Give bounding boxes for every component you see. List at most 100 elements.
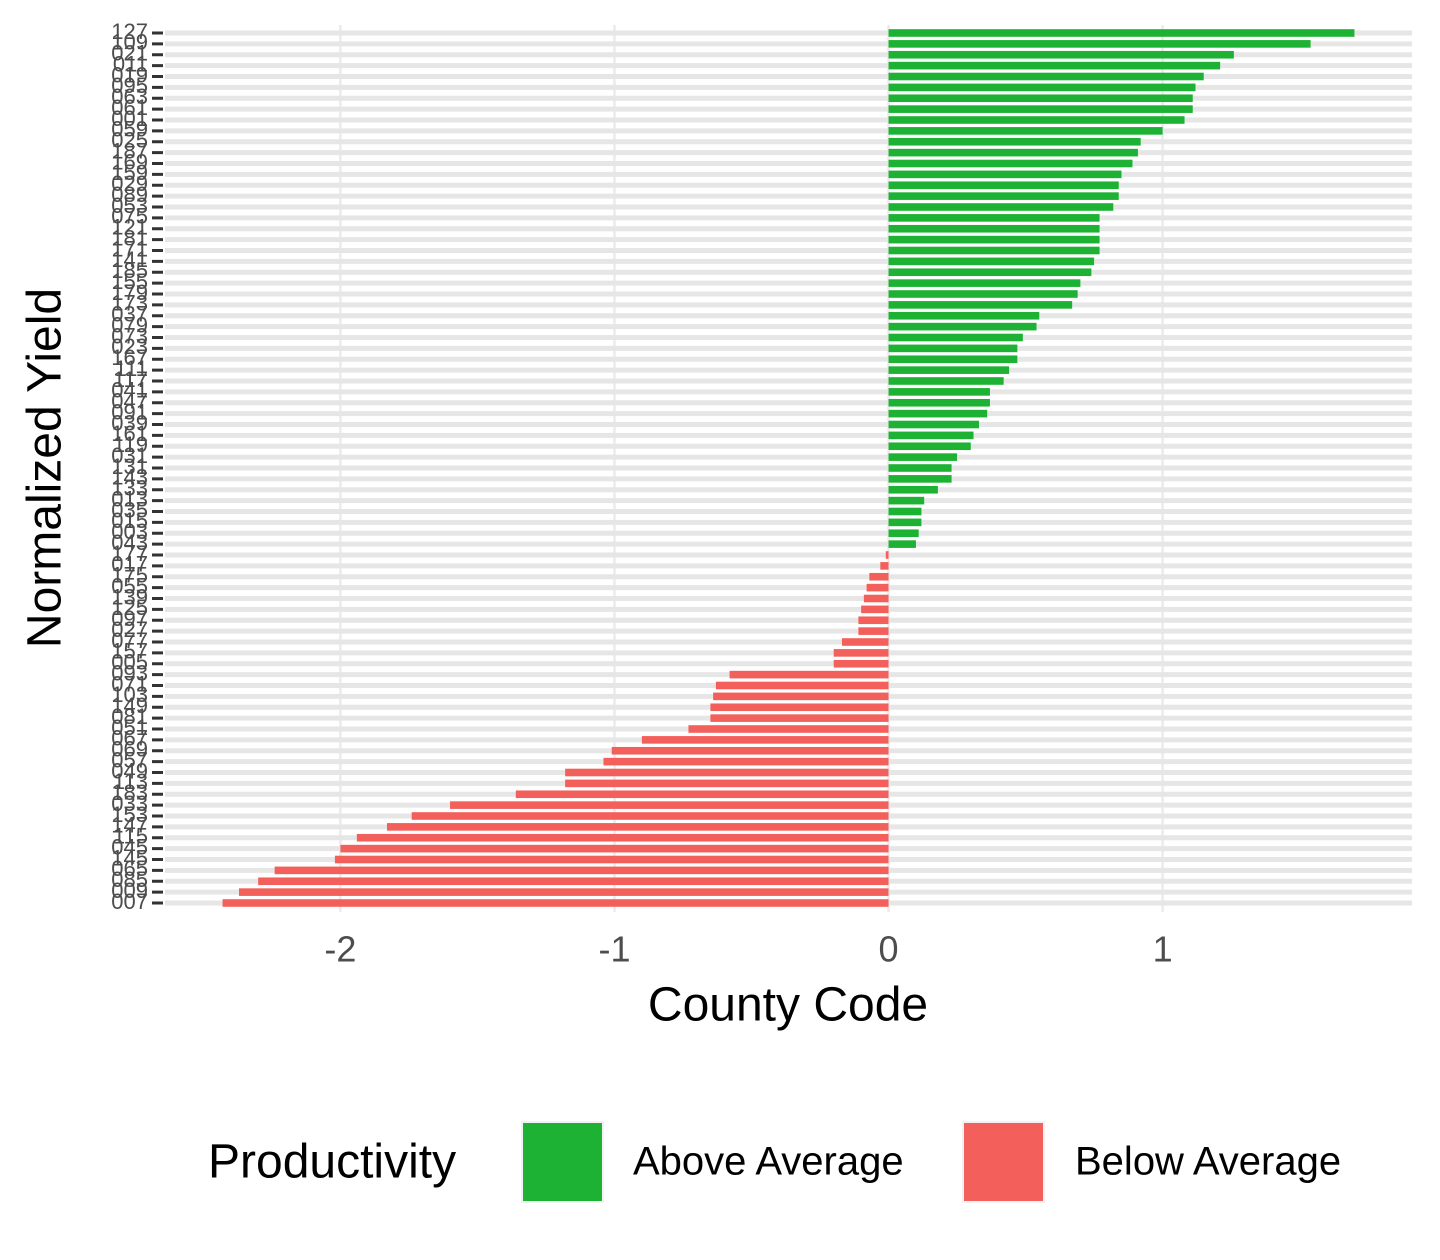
bar [238,888,889,896]
bar [888,453,958,461]
bar [888,388,990,396]
bar [888,170,1122,179]
y-tick-label: 169 [111,149,148,174]
bar [688,725,889,733]
bar [888,344,1018,353]
bar [863,594,889,603]
legend-title: Productivity [208,1136,456,1189]
bar [888,214,1100,222]
bar [710,714,889,722]
bar [713,692,889,701]
y-tick-label: 179 [111,280,148,305]
bar [888,224,1100,233]
y-tick-label: 103 [111,682,148,707]
bar [888,203,1114,211]
bar [888,355,1018,364]
bar [888,61,1221,70]
bar [888,464,952,472]
bar [880,562,889,570]
bar [888,485,938,494]
y-tick-label: 053 [111,193,148,218]
bar [888,192,1119,200]
y-tick-label: 037 [111,302,148,327]
y-tick-label: 183 [111,780,148,805]
bar [888,72,1204,81]
y-tick-label: 013 [111,486,148,511]
bar [888,496,925,505]
bar [833,649,889,657]
bar [888,311,1040,320]
y-tick-label: 085 [111,867,148,892]
bar [858,627,889,635]
y-tick-label: 147 [111,813,148,838]
y-tick-label: 177 [111,541,148,566]
bar [450,801,889,809]
y-tick-label: 173 [111,291,148,316]
bar [888,431,974,440]
y-tick-label: 039 [111,410,148,435]
bar [888,29,1355,37]
bar [858,616,889,625]
y-tick-label: 161 [111,421,148,446]
bar [888,333,1023,342]
y-tick-label: 019 [111,62,148,87]
y-tick-label: 033 [111,791,148,816]
legend-label: Above Average [633,1140,904,1184]
y-tick-label: 167 [111,345,148,370]
y-tick-label: 185 [111,258,148,283]
bar [888,279,1081,287]
y-tick-label: 109 [111,30,148,55]
bar [888,290,1078,298]
y-tick-label: 041 [111,378,148,403]
legend-key [521,1121,604,1203]
y-tick-label: 035 [111,497,148,522]
y-tick-label: 153 [111,802,148,827]
y-tick-label: 171 [111,236,148,261]
x-axis-title: County Code [648,979,928,1032]
bar [888,105,1193,113]
bar [334,855,889,864]
bar [641,736,889,744]
y-tick-label: 047 [111,389,148,414]
bar [565,768,889,777]
bar [258,877,889,886]
bar [411,812,889,820]
bar [888,50,1234,59]
x-tick-label: -1 [598,929,630,970]
y-tick-label: 181 [111,225,148,250]
y-tick-label: 091 [111,399,148,424]
y-tick-label: 079 [111,312,148,337]
bar [888,257,1095,266]
y-axis-title: Normalized Yield [19,288,72,648]
bar [888,322,1037,331]
bar [888,181,1119,190]
y-tick-label: 065 [111,856,148,881]
bar [888,529,919,538]
y-tick-label: 113 [113,769,148,794]
y-tick-label: 007 [111,889,148,914]
bar [888,137,1141,146]
y-tick-label: 031 [111,443,148,468]
bar [888,40,1311,48]
bar [888,268,1092,277]
bar [710,703,889,712]
bar [715,681,889,690]
bar [833,659,889,668]
y-tick-label: 055 [111,573,148,598]
x-tick-label: -2 [324,929,356,970]
y-tick-label: 009 [111,878,148,903]
y-tick-label: 059 [111,117,148,142]
bar [888,442,971,451]
y-tick-label: 049 [111,758,148,783]
y-tick-label: 175 [111,563,148,588]
bar [888,420,979,429]
x-tick-label: 1 [1153,929,1173,970]
x-tick-label: 0 [879,929,899,970]
bar [861,605,889,614]
bar [386,823,889,831]
bar [515,790,889,799]
y-tick-label: 121 [111,215,148,240]
bar [841,638,889,646]
y-tick-label: 097 [111,606,148,631]
y-tick-label: 157 [111,639,148,664]
